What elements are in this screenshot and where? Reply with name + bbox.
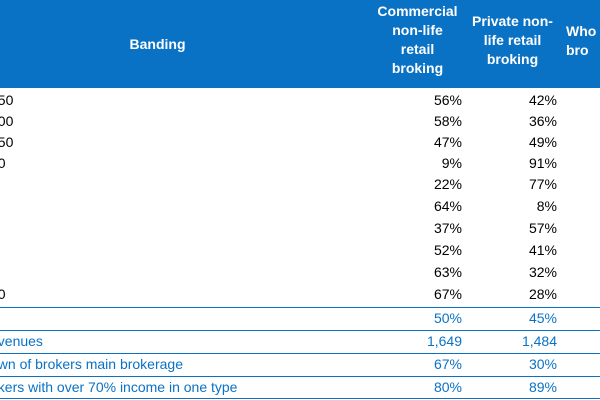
table-row: 0 64% 8% bbox=[0, 196, 600, 217]
commercial-value: 67% bbox=[433, 286, 462, 302]
header-banding: Banding bbox=[129, 36, 186, 52]
commercial-value: 50% bbox=[433, 310, 462, 326]
row-label: 750 bbox=[0, 92, 14, 108]
commercial-value: 63% bbox=[433, 264, 462, 280]
private-value: 77% bbox=[528, 176, 557, 192]
private-value: 41% bbox=[528, 242, 557, 258]
row-divider bbox=[0, 376, 600, 377]
row-divider bbox=[0, 398, 600, 399]
summary-row-main-brokerage: own of brokers main brokerage 67% 30% bbox=[0, 354, 600, 375]
header-wholesale-line: bro bbox=[566, 42, 589, 58]
table-row: 0 37% 57% bbox=[0, 218, 600, 239]
private-value: 89% bbox=[528, 379, 557, 395]
header-commercial-line: Commercial bbox=[377, 3, 458, 19]
commercial-value: 58% bbox=[433, 113, 462, 129]
private-value: 42% bbox=[528, 92, 557, 108]
row-divider bbox=[0, 330, 600, 331]
commercial-value: 47% bbox=[433, 134, 462, 150]
private-value: 28% bbox=[528, 286, 557, 302]
header-commercial-line: non-life bbox=[392, 22, 443, 38]
table-row: 10 67% 28% bbox=[0, 284, 600, 305]
row-label: 500 bbox=[0, 113, 14, 129]
commercial-value: 67% bbox=[433, 356, 462, 372]
summary-row-average: 50% 45% bbox=[0, 308, 600, 329]
private-value: 1,484 bbox=[521, 333, 557, 349]
table-row: 500 58% 36% bbox=[0, 111, 600, 132]
table-row: 0 52% 41% bbox=[0, 240, 600, 261]
commercial-value: 22% bbox=[433, 176, 462, 192]
commercial-value: 52% bbox=[433, 242, 462, 258]
row-label: own of brokers main brokerage bbox=[0, 356, 183, 372]
header-private-line: life retail bbox=[483, 32, 542, 48]
header-commercial-line: broking bbox=[391, 60, 444, 76]
private-value: 91% bbox=[528, 155, 557, 171]
private-value: 32% bbox=[528, 264, 557, 280]
header-wholesale-line: Who bbox=[566, 23, 597, 39]
summary-row-over-70: okers with over 70% income in one type 8… bbox=[0, 377, 600, 398]
header-commercial-line: retail bbox=[400, 41, 435, 57]
table-row: 00 9% 91% bbox=[0, 153, 600, 174]
private-value: 49% bbox=[528, 134, 557, 150]
header-wholesale: Who bro bbox=[566, 22, 600, 60]
header-commercial: Commercial non-life retail broking bbox=[370, 2, 465, 78]
row-label: okers with over 70% income in one type bbox=[0, 379, 238, 395]
private-value: 36% bbox=[528, 113, 557, 129]
table-row: 5 22% 77% bbox=[0, 174, 600, 195]
header-private-line: broking bbox=[486, 51, 539, 67]
private-value: 45% bbox=[528, 310, 557, 326]
commercial-value: 37% bbox=[433, 220, 462, 236]
commercial-value: 9% bbox=[441, 155, 462, 171]
private-value: 8% bbox=[536, 198, 557, 214]
summary-row-revenues: evenues 1,649 1,484 bbox=[0, 331, 600, 352]
commercial-value: 80% bbox=[433, 379, 462, 395]
header-private-line: Private non- bbox=[472, 13, 553, 29]
row-label: 00 bbox=[0, 155, 6, 171]
commercial-value: 64% bbox=[433, 198, 462, 214]
header-private: Private non- life retail broking bbox=[465, 12, 560, 69]
row-label: evenues bbox=[0, 333, 43, 349]
table-row: 0 63% 32% bbox=[0, 262, 600, 283]
table-row: 750 56% 42% bbox=[0, 90, 600, 111]
commercial-value: 56% bbox=[433, 92, 462, 108]
row-divider bbox=[0, 307, 600, 308]
row-label: 250 bbox=[0, 134, 14, 150]
row-label: 10 bbox=[0, 286, 6, 302]
commercial-value: 1,649 bbox=[426, 333, 462, 349]
private-value: 30% bbox=[528, 356, 557, 372]
table-header: Banding Commercial non-life retail broki… bbox=[0, 0, 600, 88]
private-value: 57% bbox=[528, 220, 557, 236]
table-row: 250 47% 49% bbox=[0, 132, 600, 153]
row-divider bbox=[0, 353, 600, 354]
